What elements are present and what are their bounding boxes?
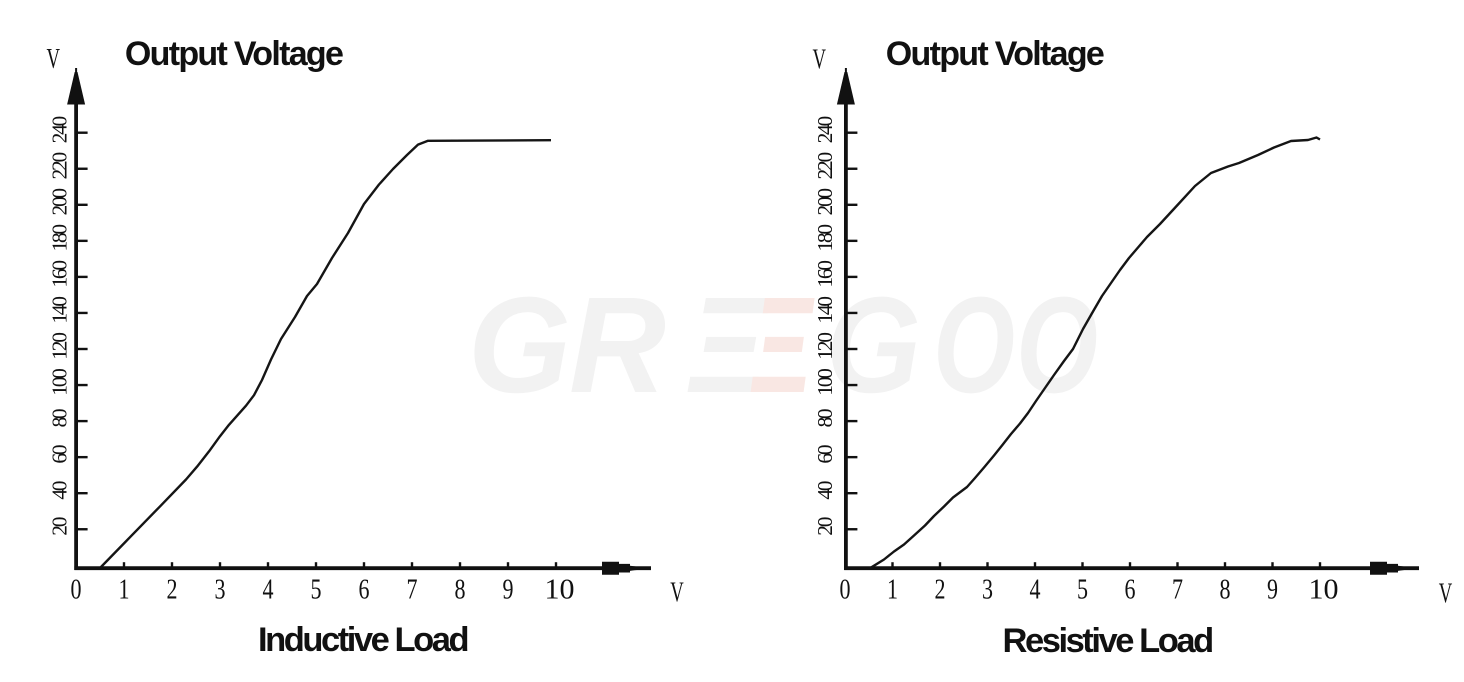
svg-text:120: 120 <box>813 333 837 360</box>
svg-text:60: 60 <box>813 445 837 463</box>
svg-text:240: 240 <box>48 116 72 143</box>
svg-text:Ξ: Ξ <box>687 270 771 422</box>
svg-text:6: 6 <box>1125 575 1136 606</box>
svg-text:80: 80 <box>48 409 72 427</box>
svg-text:Output Voltage: Output Voltage <box>886 35 1104 73</box>
svg-text:20: 20 <box>813 517 837 535</box>
svg-text:120: 120 <box>48 333 72 360</box>
svg-text:Output Voltage: Output Voltage <box>125 35 343 73</box>
svg-text:1: 1 <box>887 575 898 606</box>
svg-text:Ξ: Ξ <box>750 270 815 422</box>
svg-text:G: G <box>826 270 921 422</box>
svg-text:8: 8 <box>455 575 466 606</box>
svg-text:0: 0 <box>71 575 82 606</box>
svg-text:V: V <box>1439 579 1453 610</box>
svg-text:0: 0 <box>840 575 851 606</box>
svg-text:2: 2 <box>167 575 178 606</box>
svg-text:9: 9 <box>1267 575 1278 606</box>
svg-text:8: 8 <box>1220 575 1231 606</box>
svg-text:60: 60 <box>48 445 72 463</box>
svg-text:5: 5 <box>1077 575 1088 606</box>
svg-text:140: 140 <box>48 297 72 324</box>
svg-text:1: 1 <box>119 575 130 606</box>
svg-text:20: 20 <box>48 517 72 535</box>
svg-text:220: 220 <box>813 153 837 180</box>
svg-text:80: 80 <box>813 409 837 427</box>
svg-text:180: 180 <box>813 225 837 252</box>
svg-text:200: 200 <box>48 189 72 216</box>
svg-text:160: 160 <box>48 261 72 288</box>
svg-text:V: V <box>670 578 684 609</box>
svg-text:G: G <box>468 270 571 422</box>
svg-text:10: 10 <box>1309 575 1339 606</box>
svg-text:200: 200 <box>813 189 837 216</box>
svg-text:160: 160 <box>813 261 837 288</box>
svg-text:240: 240 <box>813 116 837 143</box>
svg-text:Inductive Load: Inductive Load <box>258 621 468 659</box>
svg-text:O: O <box>1016 270 1098 422</box>
svg-text:100: 100 <box>813 369 837 396</box>
svg-text:140: 140 <box>813 297 837 324</box>
svg-text:R: R <box>569 270 666 422</box>
svg-text:10: 10 <box>545 575 575 606</box>
svg-text:5: 5 <box>311 575 322 606</box>
svg-text:Resistive Load: Resistive Load <box>1003 622 1213 660</box>
svg-text:40: 40 <box>48 481 72 499</box>
svg-text:180: 180 <box>48 225 72 252</box>
svg-text:7: 7 <box>407 575 418 606</box>
svg-text:O: O <box>933 270 1015 422</box>
svg-text:V: V <box>46 44 60 75</box>
svg-text:V: V <box>813 45 827 76</box>
svg-text:4: 4 <box>263 575 274 606</box>
svg-text:40: 40 <box>813 481 837 499</box>
svg-text:3: 3 <box>215 575 226 606</box>
svg-text:220: 220 <box>48 153 72 180</box>
svg-text:7: 7 <box>1172 575 1183 606</box>
svg-text:9: 9 <box>503 575 514 606</box>
svg-text:6: 6 <box>359 575 370 606</box>
svg-text:4: 4 <box>1030 575 1041 606</box>
svg-text:2: 2 <box>935 575 946 606</box>
svg-text:100: 100 <box>48 369 72 396</box>
svg-text:3: 3 <box>982 575 993 606</box>
